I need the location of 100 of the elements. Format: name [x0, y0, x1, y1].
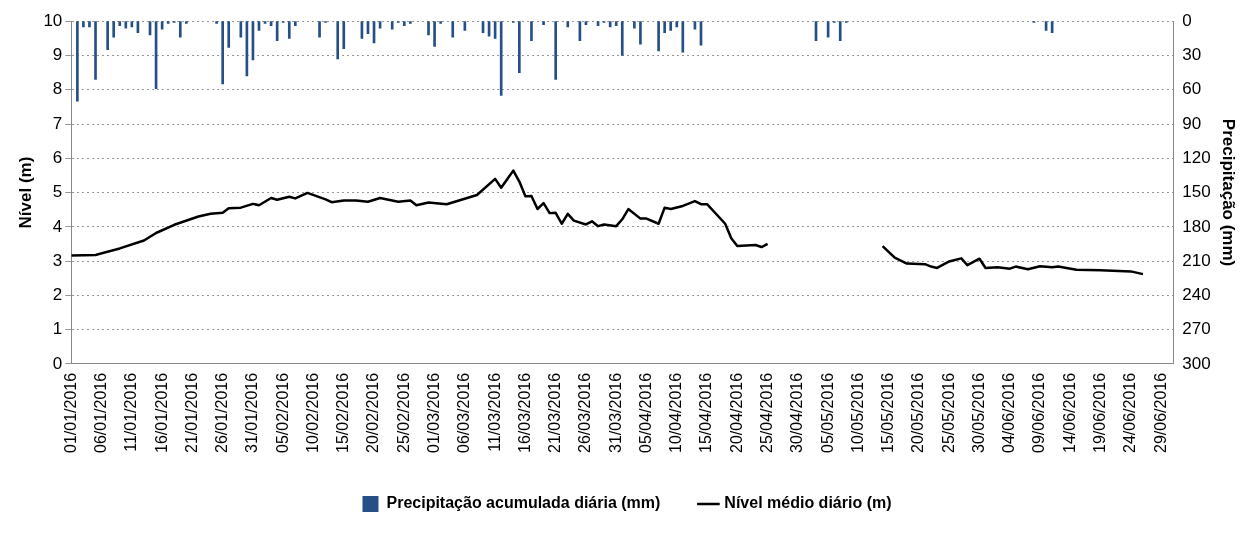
legend-label: Precipitação acumulada diária (mm) [386, 494, 661, 512]
x-tick-label: 24/06/2016 [1121, 372, 1139, 453]
bar [287, 21, 291, 39]
x-tick-label: 06/01/2016 [91, 372, 109, 453]
x-tick-label: 30/04/2016 [788, 372, 806, 453]
bar [342, 21, 346, 49]
bar [294, 21, 297, 27]
x-tick-label: 15/04/2016 [697, 372, 715, 453]
y-tick-label: 6 [52, 147, 63, 167]
y2-tick-label: 240 [1182, 285, 1211, 305]
x-tick-label: 21/01/2016 [182, 372, 200, 453]
x-tick-label: 20/02/2016 [364, 372, 382, 453]
bar [94, 21, 97, 80]
x-tick-label: 11/01/2016 [122, 372, 140, 452]
y2-tick-label: 90 [1182, 113, 1202, 133]
bar [451, 21, 455, 38]
bar [614, 21, 618, 27]
x-tick-label: 20/05/2016 [909, 372, 927, 453]
bar [336, 21, 340, 60]
x-tick-label: 25/02/2016 [394, 372, 412, 453]
bar [669, 21, 673, 31]
x-tick-label: 16/03/2016 [515, 372, 533, 453]
y2-tick-label: 150 [1182, 182, 1211, 202]
x-tick-label: 25/04/2016 [757, 372, 775, 453]
bar [838, 21, 842, 41]
bar [518, 21, 521, 73]
x-tick-label: 11/03/2016 [485, 372, 503, 452]
x-tick-label: 10/04/2016 [667, 372, 685, 453]
x-tick-label: 30/05/2016 [969, 372, 987, 453]
y2-tick-label: 60 [1182, 79, 1202, 99]
x-tick-label: 01/03/2016 [424, 372, 442, 453]
y-tick-label: 10 [43, 10, 63, 30]
bar [620, 21, 624, 56]
bar [390, 21, 394, 30]
y-axis-title: Nível (m) [15, 156, 35, 229]
bar [427, 21, 430, 36]
bar [88, 21, 91, 28]
bar [106, 21, 109, 51]
y2-tick-label: 270 [1182, 319, 1211, 339]
bar [675, 21, 679, 28]
y-tick-label: 3 [52, 250, 63, 270]
y-tick-label: 0 [52, 353, 63, 373]
y2-tick-label: 300 [1182, 353, 1211, 373]
y2-tick-label: 210 [1182, 250, 1211, 270]
x-tick-label: 06/03/2016 [455, 372, 473, 453]
bar [433, 21, 436, 47]
bar [82, 21, 85, 28]
bar [112, 21, 116, 38]
bar [118, 21, 122, 27]
x-tick-label: 21/03/2016 [546, 372, 564, 453]
y-tick-label: 2 [52, 285, 63, 305]
x-tick-label: 25/05/2016 [939, 372, 957, 453]
x-tick-label: 16/01/2016 [152, 372, 170, 453]
bar [499, 21, 503, 96]
x-tick-label: 05/05/2016 [818, 372, 836, 453]
x-tick-label: 14/06/2016 [1060, 372, 1078, 453]
y-tick-label: 4 [52, 216, 63, 236]
x-tick-label: 10/05/2016 [848, 372, 866, 453]
bar [318, 21, 321, 38]
y2-tick-label: 0 [1182, 10, 1192, 30]
bar [554, 21, 557, 80]
bar [227, 21, 231, 48]
legend-label: Nível médio diário (m) [724, 494, 892, 512]
x-tick-label: 01/01/2016 [61, 372, 79, 453]
y2-tick-label: 120 [1182, 147, 1211, 167]
x-tick-label: 10/02/2016 [303, 372, 321, 453]
x-tick-label: 05/04/2016 [636, 372, 654, 453]
bar [681, 21, 685, 53]
y2-tick-label: 30 [1182, 45, 1202, 65]
x-tick-label: 19/06/2016 [1090, 372, 1108, 453]
y-tick-label: 5 [52, 182, 63, 202]
x-tick-label: 09/06/2016 [1030, 372, 1048, 453]
bar [402, 21, 406, 27]
x-tick-label: 26/03/2016 [576, 372, 594, 453]
bar [639, 21, 642, 45]
x-tick-label: 31/01/2016 [243, 372, 261, 453]
bar [542, 21, 545, 25]
bar [221, 21, 224, 85]
y-tick-label: 1 [52, 319, 63, 339]
bar [530, 21, 533, 41]
bar [633, 21, 636, 29]
x-tick-label: 15/05/2016 [879, 372, 897, 453]
x-tick-label: 20/04/2016 [727, 372, 745, 453]
x-tick-label: 26/01/2016 [213, 372, 231, 453]
bar [663, 21, 666, 33]
y-tick-label: 8 [52, 79, 63, 99]
bar [124, 21, 128, 29]
x-tick-label: 05/02/2016 [273, 372, 291, 453]
bar [178, 21, 182, 38]
y2-tick-label: 180 [1182, 216, 1211, 236]
y-tick-label: 7 [52, 113, 63, 133]
x-tick-label: 15/02/2016 [334, 372, 352, 453]
y2-axis-title: Precipitação (mm) [1219, 118, 1239, 267]
x-tick-label: 31/03/2016 [606, 372, 624, 453]
bar [76, 21, 79, 102]
y-tick-label: 9 [52, 45, 63, 65]
bar [566, 21, 570, 28]
x-tick-label: 04/06/2016 [1000, 372, 1018, 453]
x-tick-label: 29/06/2016 [1151, 372, 1169, 453]
bar [657, 21, 660, 52]
